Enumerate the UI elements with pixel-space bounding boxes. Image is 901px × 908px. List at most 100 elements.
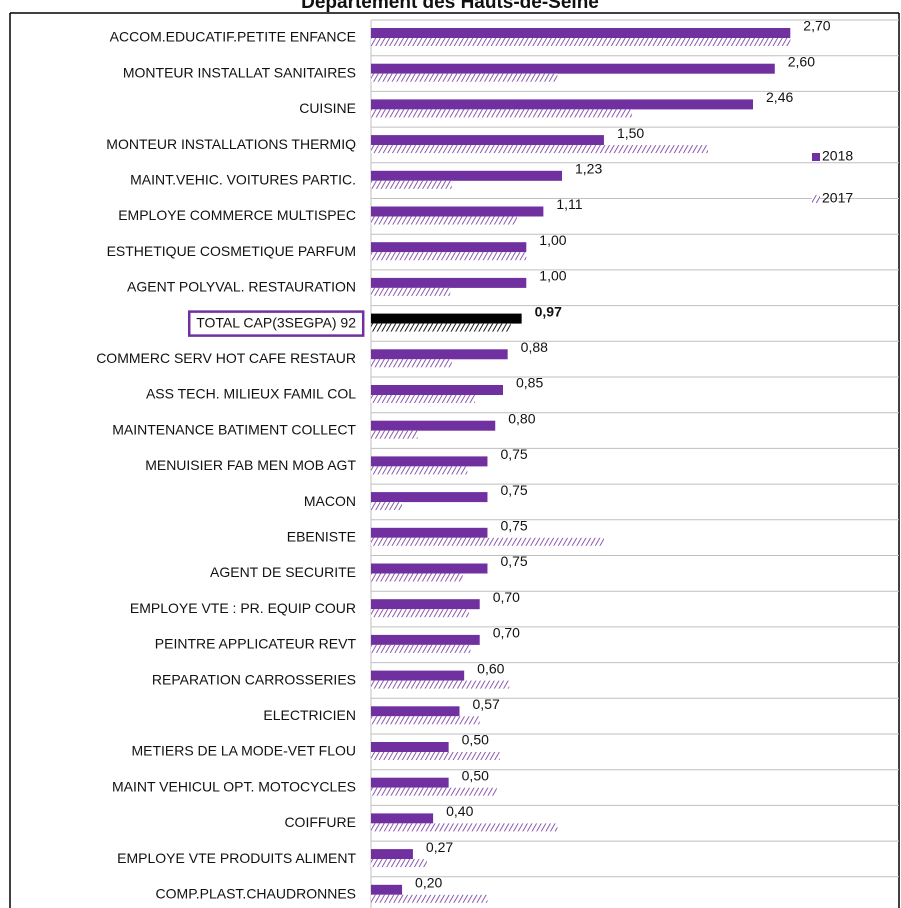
bar-2018 (371, 742, 449, 752)
highlight-box (187, 310, 365, 337)
bar-2017 (371, 395, 476, 403)
bar-2017 (371, 716, 480, 725)
legend-swatch (812, 153, 820, 161)
value-label: 1,00 (539, 268, 566, 284)
bar-2018 (371, 206, 544, 217)
y-tick-label: CUISINE (299, 100, 356, 116)
bar-2017 (371, 502, 403, 511)
value-label: 1,00 (539, 232, 566, 248)
y-tick-label: TOTAL CAP(3SEGPA) 92 (196, 314, 356, 330)
bar-2018 (371, 99, 754, 110)
y-tick-label: EMPLOYE VTE PRODUITS ALIMENT (117, 850, 356, 866)
bar-2017 (371, 537, 604, 546)
y-tick-label: REPARATION CARROSSERIES (152, 671, 356, 687)
bar-2018 (371, 242, 527, 253)
value-label: 1,50 (617, 125, 644, 141)
bar-2018 (371, 706, 460, 717)
value-label: 0,70 (493, 625, 520, 641)
bar-2018 (371, 777, 449, 788)
bar-2017 (371, 252, 527, 261)
y-tick-label: ACCOM.EDUCATIF.PETITE ENFANCE (110, 29, 356, 45)
bar-2017 (371, 430, 418, 439)
y-tick-label: PEINTRE APPLICATEUR REVT (155, 636, 357, 652)
y-tick-label: MAINTENANCE BATIMENT COLLECT (112, 421, 356, 437)
bar-2018 (371, 135, 604, 146)
bar-2017 (371, 38, 791, 46)
value-label: 0,57 (473, 696, 500, 712)
value-label: 0,50 (462, 732, 489, 748)
bar-2018 (371, 28, 791, 38)
value-label: 0,75 (500, 446, 527, 462)
y-tick-label: METIERS DE LA MODE-VET FLOU (131, 743, 356, 759)
bar-2017 (371, 145, 708, 154)
value-label: 0,97 (535, 303, 562, 319)
bar-2018 (371, 420, 496, 431)
y-tick-label: MAINT.VEHIC. VOITURES PARTIC. (130, 172, 356, 188)
legend-label: 2018 (822, 148, 853, 164)
bar-2017 (371, 573, 463, 582)
bar-2018 (371, 456, 488, 467)
y-tick-label: MENUISIER FAB MEN MOB AGT (145, 457, 356, 473)
y-tick-label: ESTHETIQUE COSMETIQUE PARFUM (107, 243, 356, 259)
value-label: 0,20 (415, 875, 442, 891)
bar-2017 (371, 73, 558, 82)
bar-2018 (371, 813, 434, 824)
bar-2018 (371, 670, 465, 681)
value-label: 0,70 (493, 589, 520, 605)
value-label: 1,23 (575, 161, 602, 177)
bar-2018 (371, 884, 403, 895)
bar-2018 (371, 349, 508, 360)
legend-label: 2017 (822, 190, 853, 206)
bar-2018 (371, 385, 503, 395)
chart-title: Département des Hauts-de-Seine (301, 0, 599, 13)
bar-2017 (371, 216, 517, 225)
bar-2018 (371, 527, 488, 538)
bar-2018 (371, 563, 488, 574)
value-label: 0,50 (462, 767, 489, 783)
y-tick-label: AGENT POLYVAL. RESTAURATION (127, 279, 356, 295)
bar-2017 (371, 180, 452, 189)
value-label: 0,27 (426, 839, 453, 855)
value-label: 0,75 (500, 518, 527, 534)
value-label: 0,75 (500, 482, 527, 498)
bar-2017 (371, 787, 497, 796)
value-label: 0,80 (508, 410, 535, 426)
y-tick-label: MONTEUR INSTALLAT SANITAIRES (123, 64, 356, 80)
bar-2017 (371, 609, 469, 618)
value-label: 2,46 (766, 89, 793, 105)
bar-2017 (371, 680, 510, 689)
bar-2018 (371, 634, 480, 645)
value-label: 0,60 (477, 660, 504, 676)
bar-2017 (371, 894, 488, 903)
value-label: 1,11 (556, 196, 582, 212)
bar-2017 (371, 823, 558, 832)
bar-2017 (371, 644, 471, 653)
bar-2017 (371, 287, 451, 296)
value-label: 2,70 (803, 18, 830, 34)
value-label: 0,40 (446, 803, 473, 819)
y-tick-label: ELECTRICIEN (263, 707, 356, 723)
bar-2017 (371, 109, 632, 118)
legend-swatch (812, 195, 820, 203)
bar-2018 (371, 63, 775, 74)
bar-2018 (371, 492, 488, 503)
bar-2018 (371, 277, 527, 288)
bar-2017 (371, 752, 500, 760)
y-tick-label: ASS TECH. MILIEUX FAMIL COL (146, 386, 356, 402)
bar-2018 (371, 313, 522, 324)
value-label: 0,75 (500, 553, 527, 569)
value-label: 0,88 (521, 339, 548, 355)
value-label: 2,60 (788, 53, 815, 69)
y-tick-label: AGENT DE SECURITE (210, 564, 356, 580)
y-tick-label: COIFFURE (284, 814, 356, 830)
bar-2018 (371, 599, 480, 610)
bar-2018 (371, 849, 413, 860)
bar-2018 (371, 170, 563, 181)
bar-2017 (371, 359, 452, 368)
y-tick-label: EMPLOYE VTE : PR. EQUIP COUR (130, 600, 356, 616)
y-tick-label: MONTEUR INSTALLATIONS THERMIQ (106, 136, 356, 152)
y-tick-label: COMMERC SERV HOT CAFE RESTAUR (96, 350, 356, 366)
y-tick-label: EBENISTE (287, 529, 356, 545)
y-tick-label: MAINT VEHICUL OPT. MOTOCYCLES (112, 778, 356, 794)
